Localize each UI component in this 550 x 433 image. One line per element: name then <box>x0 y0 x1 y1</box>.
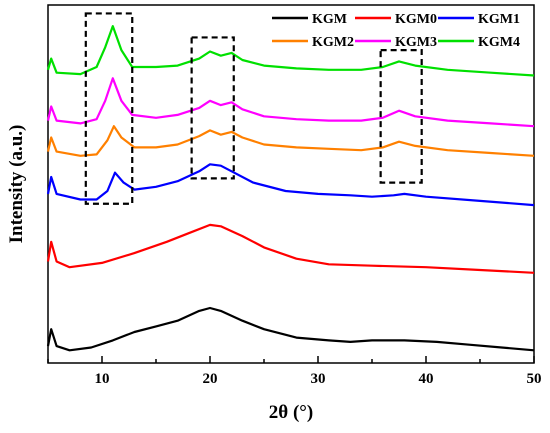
series-line-kgm0 <box>46 223 535 274</box>
x-tick-label: 30 <box>311 371 326 387</box>
x-tick-label: 50 <box>527 371 542 387</box>
series-line-kgm <box>46 306 535 352</box>
dashed-box-1 <box>84 12 134 205</box>
legend-label-kgm3: KGM3 <box>395 35 437 50</box>
legend-label-kgm1: KGM1 <box>478 12 520 27</box>
legend-label-kgm0: KGM0 <box>395 12 437 27</box>
dashed-box-2 <box>190 36 235 180</box>
plot-area: 10 20 30 40 50 <box>46 4 542 387</box>
legend: KGM KGM0 KGM1 KGM2 KGM3 KGM4 <box>272 12 520 50</box>
x-tick-label: 10 <box>95 371 110 387</box>
legend-label-kgm4: KGM4 <box>478 35 520 50</box>
tick-layer: 10 20 30 40 50 <box>47 356 542 387</box>
x-tick-label: 20 <box>203 371 218 387</box>
x-axis-label: 2θ (°) <box>269 402 313 423</box>
plot-frame <box>47 4 535 364</box>
legend-label-kgm: KGM <box>312 12 347 27</box>
series-line-kgm3 <box>46 77 535 128</box>
y-axis-label: Intensity (a.u.) <box>6 125 27 244</box>
x-tick-label: 40 <box>419 371 434 387</box>
legend-label-kgm2: KGM2 <box>312 35 354 50</box>
dashed-box-3 <box>379 49 423 184</box>
series-layer <box>46 25 535 352</box>
series-line-kgm4 <box>46 25 535 77</box>
annotation-layer <box>84 12 423 205</box>
series-line-kgm1 <box>46 163 535 207</box>
series-line-kgm2 <box>46 125 535 157</box>
